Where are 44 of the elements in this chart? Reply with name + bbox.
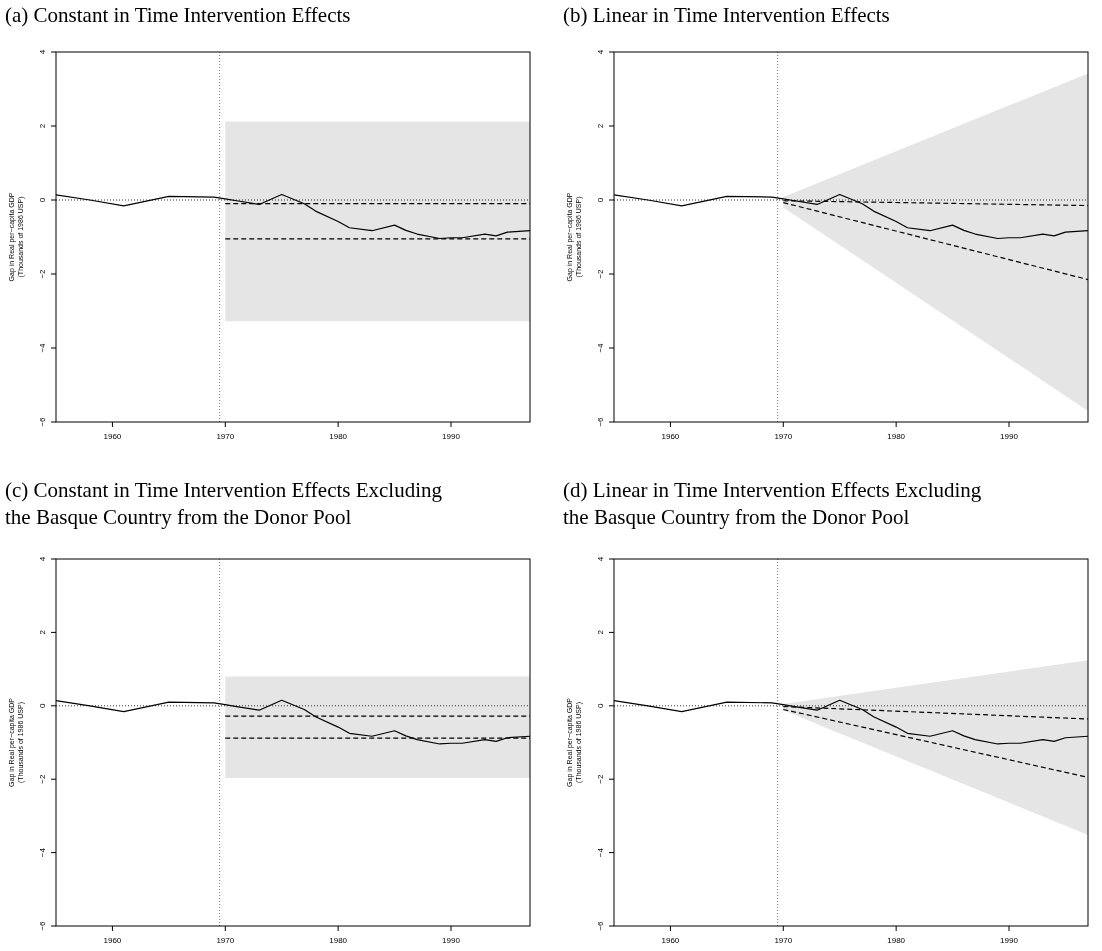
y-tick-label: −2	[596, 268, 605, 279]
y-tick-label: −2	[596, 774, 605, 784]
x-tick-label: 1980	[329, 432, 348, 441]
y-tick-label: −2	[38, 774, 47, 784]
x-tick-label: 1990	[1000, 936, 1019, 945]
x-tick-label: 1990	[1000, 432, 1019, 441]
x-tick-label: 1970	[774, 432, 793, 441]
x-tick-label: 1980	[887, 936, 906, 945]
x-tick-label: 1980	[329, 936, 348, 945]
y-tick-label: −4	[596, 342, 605, 353]
chart-title: (a) Constant in Time Intervention Effects	[5, 3, 351, 27]
chart-title: (d) Linear in Time Intervention Effects Excluding the Basque Country from the Donor Pool	[563, 478, 982, 529]
y-tick-label: −6	[38, 920, 47, 931]
x-tick-label: 1990	[442, 432, 461, 441]
y-tick-label: 0	[596, 197, 605, 203]
x-tick-label: 1960	[103, 936, 122, 945]
y-tick-label: −2	[38, 268, 47, 279]
y-tick-label: 4	[38, 556, 47, 562]
x-tick-label: 1970	[216, 936, 235, 945]
y-tick-label: 0	[38, 703, 47, 709]
y-tick-label: −4	[38, 342, 47, 353]
y-tick-label: 2	[38, 629, 47, 635]
x-tick-label: 1970	[774, 936, 793, 945]
x-tick-label: 1960	[103, 432, 122, 441]
y-tick-label: −6	[38, 416, 47, 427]
y-tick-label: −4	[38, 847, 47, 858]
y-tick-label: 2	[38, 123, 47, 129]
y-tick-label: 2	[596, 123, 605, 129]
x-tick-label: 1990	[442, 936, 461, 945]
y-tick-label: −4	[596, 847, 605, 858]
y-tick-label: −6	[596, 920, 605, 931]
x-tick-label: 1980	[887, 432, 906, 441]
x-tick-label: 1970	[216, 432, 235, 441]
y-tick-label: 4	[596, 556, 605, 562]
y-tick-label: 4	[596, 49, 605, 55]
y-tick-label: 0	[596, 703, 605, 709]
y-tick-label: 2	[596, 629, 605, 635]
chart-title: (c) Constant in Time Intervention Effects Excluding the Basque Country from the Donor Pool	[5, 478, 443, 529]
y-tick-label: −6	[596, 416, 605, 427]
x-tick-label: 1960	[661, 936, 680, 945]
chart-title: (b) Linear in Time Intervention Effects	[563, 3, 890, 27]
x-tick-label: 1960	[661, 432, 680, 441]
y-tick-label: 4	[38, 49, 47, 55]
y-tick-label: 0	[38, 197, 47, 203]
